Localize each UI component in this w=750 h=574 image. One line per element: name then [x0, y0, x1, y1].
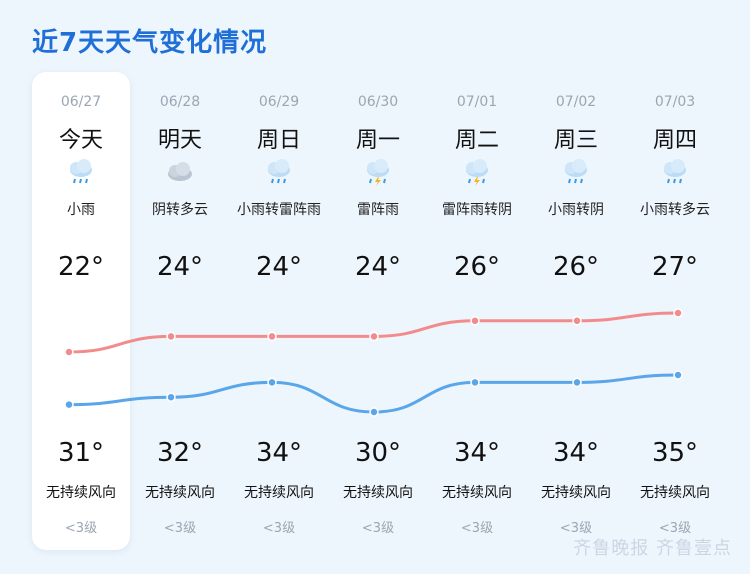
wind-level: <3级	[658, 521, 692, 536]
rain-icon	[263, 158, 295, 186]
day-column[interactable]: 06/29 周日小雨转雷阵雨 24° 34° 无持续风向 <3级	[230, 72, 328, 550]
temp-point	[470, 316, 480, 326]
day-date: 06/29	[258, 94, 300, 110]
temp-point	[166, 392, 176, 402]
cloudy-icon	[164, 158, 196, 186]
high-temp-label: 27°	[651, 252, 699, 282]
weather-desc: 小雨转多云	[640, 202, 710, 218]
low-temp-label: 34°	[453, 438, 501, 468]
high-temp-points	[64, 308, 683, 357]
temp-point	[64, 347, 74, 357]
temp-point	[673, 308, 683, 318]
low-temp-label: 31°	[57, 438, 105, 468]
thunder-rain-icon	[461, 158, 493, 186]
temp-point	[673, 370, 683, 380]
temp-point	[369, 407, 379, 417]
rain-icon	[659, 158, 691, 186]
low-temp-label: 32°	[156, 438, 204, 468]
day-name: 周一	[355, 128, 400, 153]
wind-level: <3级	[163, 521, 197, 536]
day-name: 周日	[256, 128, 301, 153]
day-date: 06/27	[60, 94, 102, 110]
wind-direction: 无持续风向	[244, 485, 314, 501]
weather-desc: 雷阵雨	[357, 202, 399, 218]
wind-direction: 无持续风向	[541, 485, 611, 501]
temp-point	[572, 377, 582, 388]
wind-direction: 无持续风向	[145, 485, 215, 501]
low-temp-label: 35°	[651, 438, 699, 468]
day-name: 周四	[652, 128, 697, 153]
wind-direction: 无持续风向	[640, 485, 710, 501]
weather-desc: 小雨转雷阵雨	[237, 202, 321, 218]
day-name: 周二	[454, 128, 499, 153]
temp-point	[369, 331, 379, 342]
wind-level: <3级	[460, 521, 494, 536]
low-temp-points	[64, 370, 683, 417]
day-column[interactable]: 06/30 周一雷阵雨 24° 30° 无持续风向 <3级	[329, 72, 427, 550]
rain-icon	[560, 158, 592, 186]
weather-desc: 小雨转阴	[548, 202, 604, 218]
high-temp-label: 22°	[57, 252, 105, 282]
temp-point	[166, 331, 176, 342]
high-temp-label: 24°	[354, 252, 402, 282]
high-temp-label: 24°	[255, 252, 303, 282]
wind-direction: 无持续风向	[343, 485, 413, 501]
day-name: 今天	[58, 128, 103, 153]
watermark: 齐鲁晚报 齐鲁壹点	[573, 538, 732, 559]
temp-point	[572, 316, 582, 326]
day-column[interactable]: 06/28 明天阴转多云 24° 32° 无持续风向 <3级	[131, 72, 229, 550]
today-card[interactable]	[32, 72, 130, 550]
wind-level: <3级	[361, 521, 395, 536]
day-name: 明天	[157, 128, 202, 153]
wind-level: <3级	[559, 521, 593, 536]
day-date: 07/02	[555, 94, 597, 110]
high-temp-label: 26°	[552, 252, 600, 282]
wind-level: <3级	[64, 521, 98, 536]
day-date: 07/01	[456, 94, 498, 110]
temp-point	[267, 377, 277, 388]
low-temp-line	[68, 373, 679, 414]
weather-desc: 小雨	[67, 202, 95, 218]
day-column[interactable]: 07/02 周三小雨转阴 26° 34° 无持续风向 <3级	[527, 72, 625, 550]
thunder-rain-icon	[362, 158, 394, 186]
day-name: 周三	[553, 128, 598, 153]
wind-level: <3级	[262, 521, 296, 536]
low-temp-label: 34°	[552, 438, 600, 468]
temp-point	[470, 377, 480, 388]
day-column[interactable]: 07/03 周四小雨转多云 27° 35° 无持续风向 <3级	[626, 72, 724, 550]
high-temp-label: 24°	[156, 252, 204, 282]
weather-desc: 阴转多云	[152, 202, 208, 218]
day-date: 06/30	[357, 94, 399, 110]
temp-point	[267, 331, 277, 342]
low-temp-label: 30°	[354, 438, 402, 468]
weather-desc: 雷阵雨转阴	[442, 202, 512, 218]
day-date: 07/03	[654, 94, 696, 110]
day-date: 06/28	[159, 94, 201, 110]
temp-point	[64, 399, 74, 410]
rain-icon	[65, 158, 97, 186]
low-temp-label: 34°	[255, 438, 303, 468]
page-title: 近7天天气变化情况	[32, 28, 268, 58]
day-column[interactable]: 07/01 周二雷阵雨转阴 26° 34° 无持续风向 <3级	[428, 72, 526, 550]
day-column[interactable]: 06/27 今天小雨 22° 31° 无持续风向 <3级	[32, 72, 130, 550]
wind-direction: 无持续风向	[46, 485, 116, 501]
high-temp-label: 26°	[453, 252, 501, 282]
wind-direction: 无持续风向	[442, 485, 512, 501]
